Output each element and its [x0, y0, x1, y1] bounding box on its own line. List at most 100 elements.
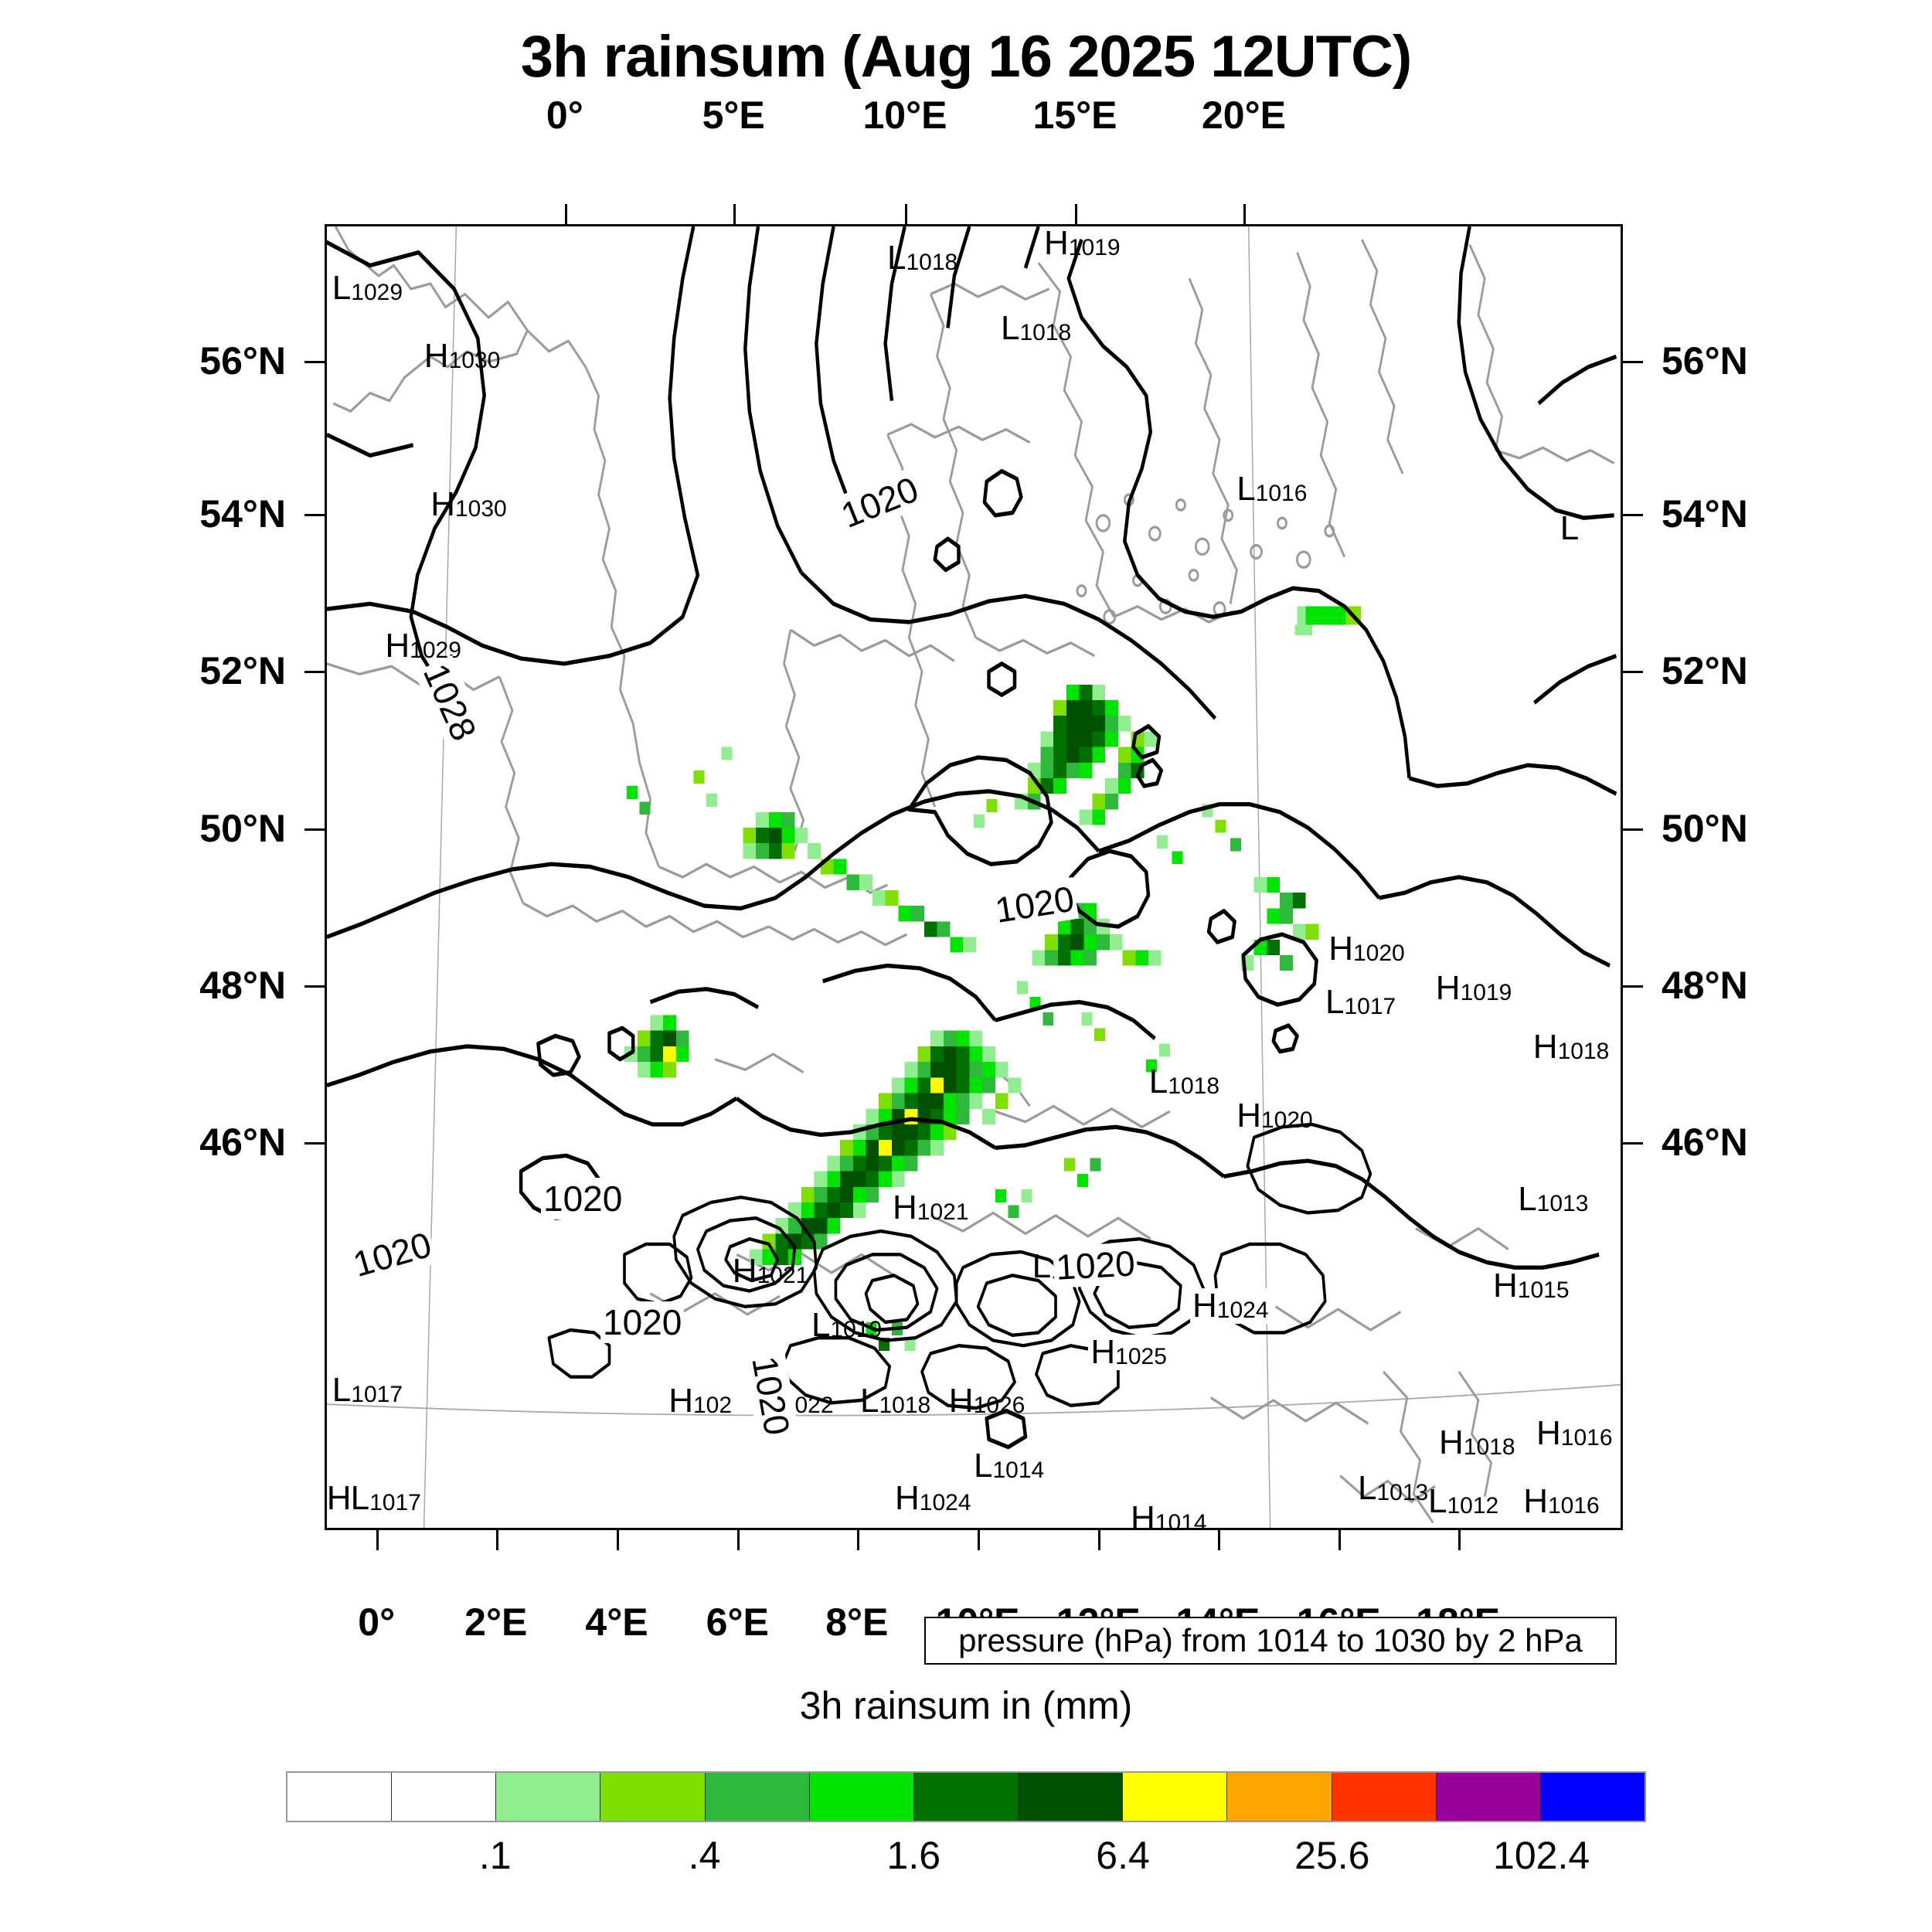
pressure-centre-value: 1018 — [1557, 1038, 1610, 1064]
pressure-centre-h-30: H1016 — [1536, 1416, 1613, 1451]
right-tick-1 — [1623, 514, 1643, 517]
left-axis-label-2: 52°N — [199, 648, 286, 692]
colorbar-segment-12 — [1540, 1773, 1645, 1821]
contour-label-3: 1020 — [541, 1177, 625, 1219]
right-axis-label-5: 46°N — [1662, 1121, 1748, 1165]
pressure-centre-type: H — [326, 1479, 352, 1518]
pressure-centre-h-34: H1016 — [1523, 1484, 1600, 1519]
pressure-centre-value: 102 — [692, 1392, 733, 1418]
pressure-centre-l-18: L1019 — [811, 1308, 882, 1342]
colorbar-segment-2 — [496, 1773, 601, 1821]
pressure-centre-l-10: L1017 — [1325, 985, 1396, 1019]
pressure-centre-value: 1029 — [351, 279, 403, 305]
pressure-centre-value: 1012 — [1447, 1492, 1499, 1519]
right-axis-label-2: 52°N — [1662, 648, 1748, 692]
top-tick-1 — [733, 204, 736, 224]
pressure-centre-h-2: H1030 — [430, 488, 507, 522]
right-tick-0 — [1623, 361, 1643, 364]
pressure-centre-type: H — [385, 626, 410, 665]
pressure-centre-type: L — [332, 1371, 352, 1410]
top-axis-label-1: 5°E — [702, 94, 765, 137]
chart-title: 3h rainsum (Aug 16 2025 12UTC) — [520, 24, 1413, 90]
pressure-centre-value: 1025 — [1115, 1343, 1167, 1369]
top-tick-4 — [1243, 204, 1247, 224]
bottom-axis-label-1: 2°E — [464, 1600, 528, 1644]
contour-label-6: 1020 — [600, 1301, 685, 1344]
pressure-centre-type: H — [732, 1252, 757, 1291]
colorbar-segment-0 — [287, 1773, 393, 1821]
pressure-centre-value: 1016 — [1560, 1424, 1613, 1451]
right-tick-5 — [1623, 1142, 1643, 1145]
pressure-centre-value: 1017 — [351, 1382, 403, 1408]
top-axis-label-4: 20°E — [1201, 94, 1286, 137]
pressure-centre-type: L — [1236, 470, 1256, 509]
pressure-centre-h-12: H1018 — [1533, 1029, 1610, 1064]
pressure-centre-h-13: H1020 — [1236, 1099, 1313, 1133]
pressure-centre-type: L — [1032, 1247, 1052, 1285]
right-axis-label-3: 50°N — [1662, 807, 1748, 851]
pressure-centre-value: 1024 — [919, 1489, 971, 1515]
pressure-centre-type: L — [1518, 1180, 1537, 1219]
pressure-centre-value: 1021 — [917, 1199, 969, 1225]
isobar-layer — [327, 226, 1617, 1450]
pressure-centre-h-35: H1014 — [1131, 1501, 1207, 1536]
pressure-centre-l-23: L1017 — [332, 1373, 403, 1407]
bottom-tick-6 — [1098, 1530, 1101, 1550]
pressure-centre-type: H — [895, 1478, 920, 1517]
top-axis-label-2: 10°E — [862, 94, 947, 137]
bottom-axis-label-3: 6°E — [706, 1600, 769, 1644]
bottom-axis-label-0: 0° — [358, 1600, 396, 1644]
pressure-centre-type: L — [1001, 309, 1020, 348]
pressure-centre-type: L — [974, 1447, 993, 1485]
pressure-centre-h-17: H1021 — [733, 1254, 809, 1288]
pressure-centre-h-5: H1019 — [1044, 226, 1121, 260]
precipitation-layer — [624, 606, 1361, 1351]
left-tick-2 — [304, 670, 325, 673]
pressure-centre-value: 1020 — [1260, 1107, 1313, 1134]
pressure-centre-l-37: L1017 — [351, 1481, 421, 1515]
pressure-legend-text: pressure (hPa) from 1014 to 1030 by 2 hP… — [958, 1622, 1583, 1658]
pressure-centre-type: L — [350, 1479, 370, 1518]
colorbar-caption: 3h rainsum in (mm) — [799, 1684, 1133, 1727]
pressure-centre-value: 1026 — [973, 1392, 1026, 1418]
pressure-centre-value: 1016 — [1547, 1492, 1600, 1519]
top-tick-0 — [564, 204, 567, 224]
pressure-centre-value: 1030 — [454, 496, 507, 522]
colorbar-segment-1 — [392, 1773, 497, 1821]
pressure-centre-type: H — [1439, 1423, 1464, 1461]
left-tick-5 — [304, 1142, 325, 1145]
colorbar-tick-1: .4 — [688, 1834, 721, 1877]
bottom-axis-label-4: 8°E — [825, 1600, 889, 1644]
pressure-centre-value: 1024 — [1216, 1298, 1269, 1324]
pressure-centre-type: L — [1148, 1063, 1168, 1101]
pressure-centre-type: L — [1325, 983, 1345, 1022]
graticule — [327, 226, 1621, 1528]
top-tick-3 — [1075, 204, 1078, 224]
bottom-tick-1 — [495, 1530, 498, 1550]
bottom-tick-4 — [856, 1530, 859, 1550]
pressure-centre-type: H — [948, 1381, 974, 1420]
left-tick-0 — [304, 361, 325, 364]
colorbar-tick-5: 102.4 — [1493, 1834, 1590, 1877]
pressure-centre-value: 1017 — [369, 1490, 421, 1516]
pressure-centre-value: 1018 — [1168, 1073, 1220, 1100]
left-tick-4 — [304, 985, 325, 988]
pressure-centre-type: H — [668, 1381, 693, 1420]
right-tick-2 — [1623, 670, 1643, 673]
left-axis-label-1: 54°N — [199, 492, 286, 536]
pressure-centre-l-26: L1018 — [860, 1383, 930, 1418]
pressure-centre-type: H — [1236, 1097, 1261, 1135]
pressure-centre-value: 1016 — [1255, 481, 1308, 507]
pressure-centre-value: 1013 — [1536, 1191, 1589, 1217]
pressure-centre-h-21: H1025 — [1088, 1334, 1169, 1370]
pressure-centre-h-36: H — [327, 1481, 352, 1515]
pressure-centre-h-3: H1029 — [385, 626, 461, 665]
bottom-tick-3 — [737, 1530, 740, 1550]
pressure-centre-h-20: H1024 — [1190, 1288, 1271, 1325]
left-axis-label-3: 50°N — [199, 807, 286, 851]
pressure-centre-l-7: L1016 — [1236, 472, 1307, 506]
pressure-centre-h-29: H1018 — [1439, 1423, 1515, 1461]
right-tick-3 — [1623, 828, 1643, 832]
colorbar-segment-4 — [705, 1773, 810, 1821]
